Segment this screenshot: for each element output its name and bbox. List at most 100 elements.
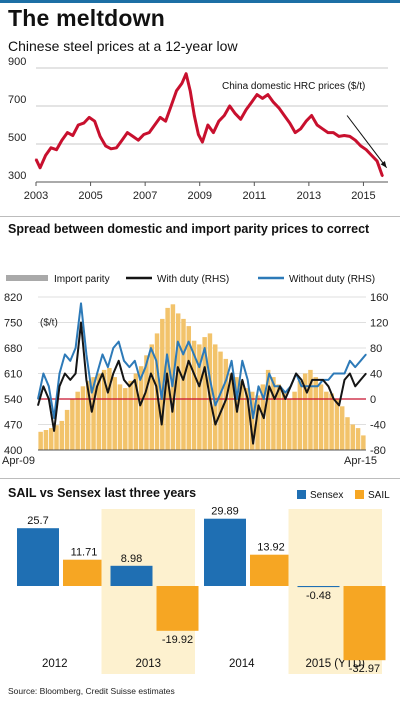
legend-swatch-sail — [355, 490, 364, 499]
with-duty-point — [349, 372, 351, 375]
hrc-price-point — [44, 154, 47, 157]
import-parity-bar — [96, 373, 102, 450]
without-duty-point — [128, 366, 130, 368]
with-duty-point — [204, 366, 206, 368]
hrc-price-point — [82, 122, 85, 124]
without-duty-point — [354, 366, 356, 368]
without-duty-point — [209, 379, 211, 381]
without-duty-point — [150, 347, 152, 349]
with-duty-point — [37, 404, 39, 406]
hrc-price-point — [288, 122, 291, 124]
hrc-price-point — [359, 145, 362, 147]
hrc-price-point — [370, 154, 373, 157]
y-tick-label: 500 — [8, 132, 26, 144]
hrc-price-point — [272, 101, 275, 103]
year-label: 2013 — [135, 658, 161, 670]
with-duty-point — [231, 372, 233, 375]
hrc-price-point — [148, 131, 151, 134]
import-parity-bar — [38, 431, 43, 450]
legend-label: Sensex — [310, 490, 343, 501]
without-duty-point — [134, 360, 136, 362]
import-parity-bar — [186, 326, 192, 450]
without-duty-point — [58, 372, 61, 375]
without-duty-point — [112, 347, 114, 349]
import-parity-bar — [48, 428, 54, 450]
with-duty-point — [295, 372, 297, 375]
with-duty-point — [333, 398, 335, 400]
y-tick-label: 700 — [8, 94, 26, 106]
with-duty-point — [322, 379, 324, 381]
legend-label: Import parity — [54, 274, 110, 285]
hrc-price-point — [376, 160, 378, 162]
with-duty-point — [182, 379, 184, 381]
import-parity-bar — [228, 373, 234, 450]
source-note: Source: Bloomberg, Credit Suisse estimat… — [8, 686, 175, 696]
with-duty-point — [252, 443, 254, 445]
with-duty-point — [268, 385, 270, 387]
without-duty-point — [317, 385, 319, 387]
without-duty-point — [64, 353, 66, 355]
with-duty-point — [64, 372, 66, 375]
hrc-price-point — [310, 114, 313, 117]
hrc-price-point — [234, 112, 236, 115]
without-duty-point — [75, 347, 77, 349]
with-duty-point — [279, 385, 281, 387]
hrc-price-point — [99, 135, 101, 138]
hrc-price-point — [93, 120, 96, 122]
hrc-price-point — [55, 148, 58, 151]
sensex-bar — [110, 565, 153, 586]
with-duty-point — [166, 372, 168, 375]
import-parity-bar — [144, 355, 149, 450]
top-accent-bar — [0, 0, 400, 3]
sail-bar — [250, 554, 292, 586]
with-duty-point — [42, 385, 45, 387]
import-parity-bar — [202, 337, 207, 450]
with-duty-point — [225, 398, 227, 400]
hrc-price-point — [142, 133, 145, 136]
hrc-price-line — [34, 72, 384, 177]
with-duty-point — [96, 385, 98, 387]
hrc-price-point — [153, 124, 156, 126]
hrc-price-point — [332, 131, 335, 134]
y-tick-label: 900 — [8, 56, 26, 68]
with-duty-point — [150, 372, 152, 375]
legend-label: SAIL — [368, 490, 390, 501]
hrc-price-point — [327, 131, 329, 134]
with-duty-point — [257, 404, 260, 406]
hrc-price-point — [321, 128, 324, 130]
hrc-price-point — [72, 134, 74, 137]
without-duty-point — [144, 366, 147, 368]
without-duty-point — [177, 341, 179, 343]
sail-bar — [156, 586, 199, 631]
import-parity-bar — [75, 391, 80, 450]
with-duty-point — [247, 398, 249, 400]
without-duty-point — [69, 360, 71, 362]
with-duty-point — [263, 417, 265, 419]
hrc-price-point — [201, 141, 204, 143]
without-duty-point — [118, 341, 120, 343]
x-tick-label: 2005 — [78, 190, 102, 202]
hrc-price-point — [283, 114, 286, 117]
with-duty-point — [290, 385, 292, 387]
with-duty-line — [37, 321, 367, 445]
import-parity-bar — [361, 435, 366, 450]
sail-sensex-bar-chart: Sensex SAIL 2012 25.7 11.71 2013 8.98 -19.92 201… — [17, 490, 390, 675]
with-duty-point — [155, 385, 157, 387]
hrc-price-point — [175, 90, 178, 92]
bar-value-label: -19.92 — [162, 634, 193, 646]
import-parity-bar — [334, 399, 340, 450]
hrc-price-point — [218, 120, 220, 122]
bar-value-label: 8.98 — [121, 553, 142, 565]
with-duty-point — [53, 430, 55, 432]
hrc-price-point — [294, 131, 297, 134]
hrc-price-point — [338, 135, 340, 138]
hrc-price-point — [61, 139, 63, 141]
bar-value-label: 25.7 — [27, 515, 48, 527]
import-parity-bar — [223, 358, 229, 450]
chart1-title: Chinese steel prices at a 12-year low — [8, 38, 238, 54]
with-duty-point — [241, 379, 243, 381]
series-label: China domestic HRC prices ($/t) — [222, 81, 365, 92]
without-duty-point — [268, 372, 270, 375]
sail-bar — [63, 559, 105, 586]
hrc-price-point — [193, 114, 196, 117]
